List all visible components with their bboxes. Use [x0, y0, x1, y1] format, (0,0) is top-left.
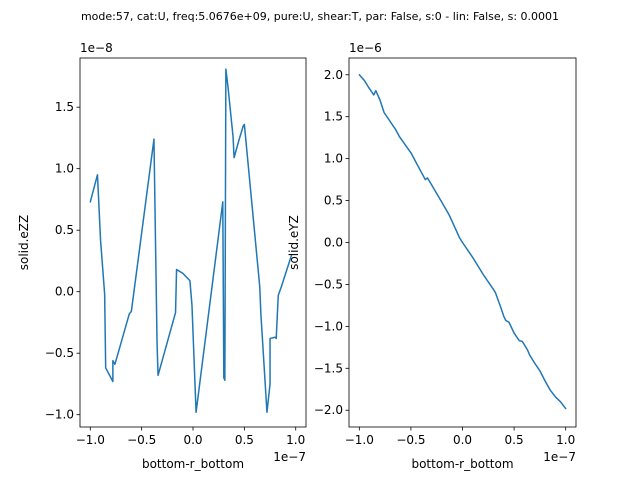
- right-y-tick-label: 2.0: [324, 68, 343, 82]
- left-x-tick-label: 0.5: [235, 433, 254, 447]
- right-y-tick-label: −1.5: [314, 361, 343, 375]
- left-y-tick-label: −1.0: [45, 408, 74, 422]
- left-x-offset-text: 1e−7: [273, 450, 306, 464]
- left-x-tick-label: −0.5: [127, 433, 156, 447]
- left-series-line-0: [89, 68, 293, 413]
- left-y-tick-label: 0.5: [55, 223, 74, 237]
- right-y-tick-label: 1.5: [324, 110, 343, 124]
- figure-suptitle: mode:57, cat:U, freq:5.0676e+09, pure:U,…: [81, 10, 559, 23]
- right-chart-axes: −1.0 −0.5 0.0 0.5 1.0 −2.0 −1.5 −1.0 −0.5 0.0 0.5 1…: [287, 41, 577, 471]
- right-x-tick-label: 0.5: [505, 433, 524, 447]
- left-y-offset-text: 1e−8: [80, 41, 113, 55]
- right-y-tick-label: −2.0: [314, 403, 343, 417]
- right-x-tick-label: 0.0: [453, 433, 472, 447]
- left-x-tick-label: 1.0: [286, 433, 305, 447]
- right-x-tick-label: −1.0: [345, 433, 374, 447]
- right-y-tick-label: 0.0: [324, 236, 343, 250]
- right-x-axis-label: bottom-r_bottom: [411, 457, 513, 471]
- left-chart-axes: −1.0 −0.5 0.0 0.5 1.0 −1.0 −0.5 0.0 0.5 1.0 1.5 1e−…: [17, 41, 307, 471]
- left-x-tick-label: −1.0: [76, 433, 105, 447]
- left-y-tick-label: 1.0: [55, 162, 74, 176]
- left-y-tick-label: 0.0: [55, 285, 74, 299]
- left-y-axis-label: solid.eZZ: [17, 215, 31, 271]
- right-x-tick-label: −0.5: [396, 433, 425, 447]
- right-series-line-0: [358, 74, 567, 410]
- left-y-tick-label: 1.5: [55, 100, 74, 114]
- right-y-tick-label: 0.5: [324, 194, 343, 208]
- right-y-tick-label: −0.5: [314, 277, 343, 291]
- right-y-tick-label: −1.0: [314, 319, 343, 333]
- left-x-axis-label: bottom-r_bottom: [142, 457, 244, 471]
- left-x-tick-label: 0.0: [183, 433, 202, 447]
- right-x-tick-label: 1.0: [556, 433, 575, 447]
- left-y-tick-label: −0.5: [45, 346, 74, 360]
- right-x-offset-text: 1e−7: [543, 450, 576, 464]
- right-y-tick-label: 1.0: [324, 152, 343, 166]
- right-y-axis-label: solid.eYZ: [287, 215, 301, 270]
- right-y-offset-text: 1e−6: [349, 41, 382, 55]
